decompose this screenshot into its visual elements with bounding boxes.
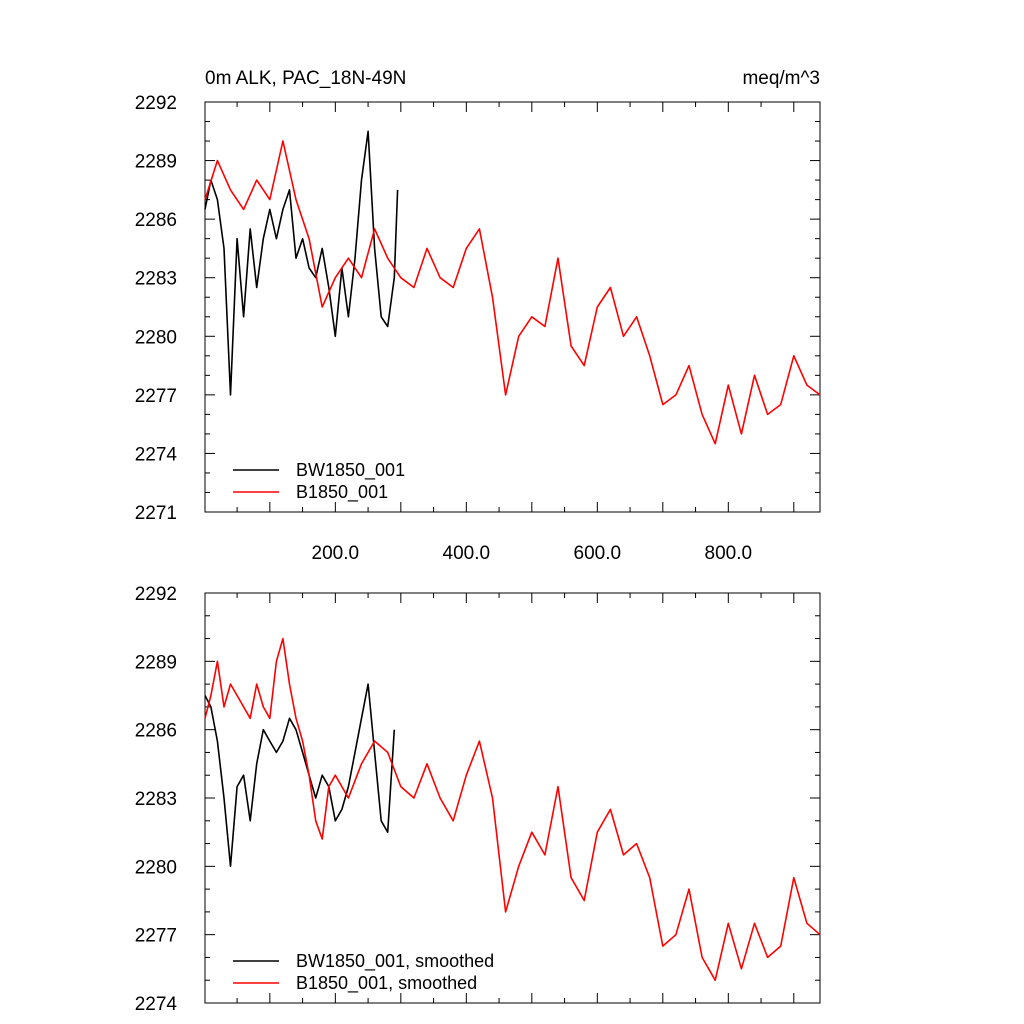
plot-frame [204, 101, 821, 513]
legend-label: B1850_001, smoothed [296, 973, 477, 994]
y-tick-label: 2292 [135, 584, 177, 605]
y-tick-label: 2280 [135, 857, 177, 878]
x-tick-label: 600.0 [574, 543, 622, 564]
series-line-b1850-001 [204, 140, 821, 445]
legend-label: BW1850_001 [296, 460, 405, 481]
y-tick-label: 2277 [135, 926, 177, 947]
plot-frame [204, 592, 821, 1004]
y-tick-label: 2286 [135, 210, 177, 231]
y-tick-label: 2289 [135, 652, 177, 673]
series-line-bw1850-001-smoothed [204, 683, 396, 868]
y-tick-label: 2289 [135, 152, 177, 173]
chart-title: 0m ALK, PAC_18N-49N [205, 68, 406, 89]
y-tick-label: 2271 [135, 503, 177, 524]
chart-panel-2: 2274 2277 2280 2283 2286 2289 2292 BW1850_001, … [135, 584, 821, 1015]
y-tick-label: 2283 [135, 789, 177, 810]
y-tick-label: 2292 [135, 93, 177, 114]
x-tick-label: 400.0 [443, 543, 491, 564]
x-tick-label: 800.0 [705, 543, 753, 564]
y-tick-label: 2283 [135, 269, 177, 290]
series-line-bw1850-001 [204, 130, 399, 396]
legend-label: BW1850_001, smoothed [296, 951, 494, 972]
y-tick-label: 2286 [135, 721, 177, 742]
y-tick-label: 2274 [135, 444, 178, 465]
series-line-b1850-001-smoothed [204, 637, 821, 982]
x-tick-label: 200.0 [312, 543, 360, 564]
units-label: meq/m^3 [742, 68, 820, 89]
y-tick-label: 2274 [135, 994, 178, 1015]
y-tick-label: 2277 [135, 386, 177, 407]
y-tick-label: 2280 [135, 327, 177, 348]
chart-panel-1: 2271 2274 2277 2280 2283 2286 2289 2292 200.0 400… [135, 68, 821, 564]
legend-label: B1850_001 [296, 482, 388, 503]
